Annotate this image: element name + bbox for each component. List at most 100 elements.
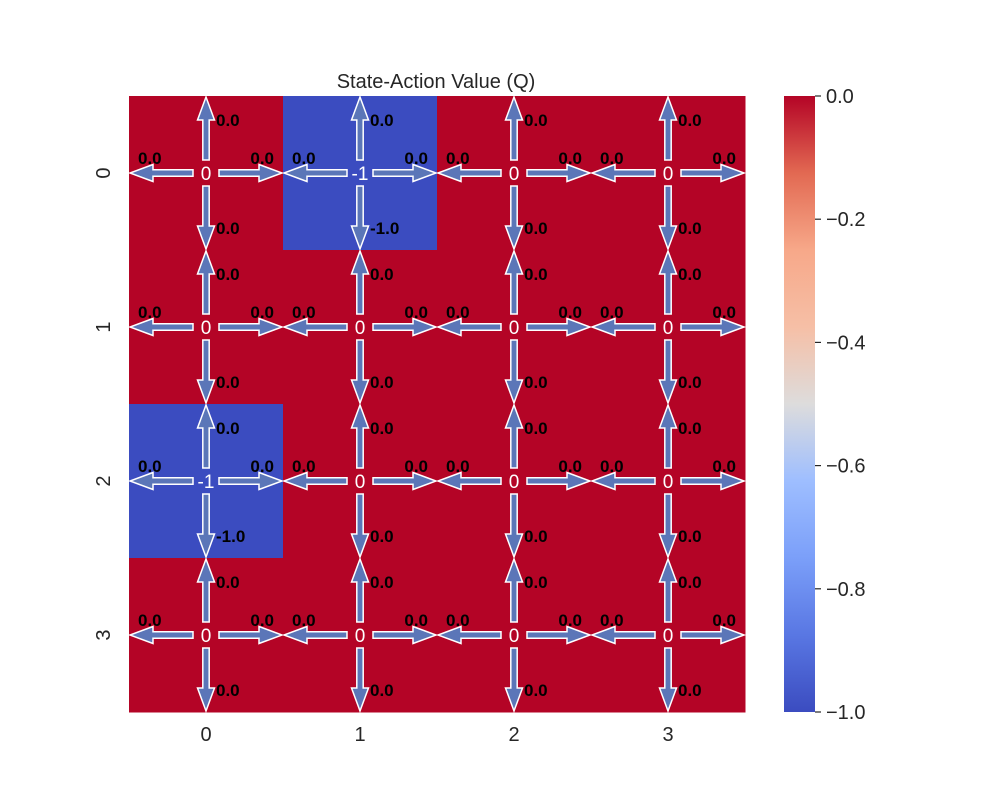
- q-label-down: 0.0: [370, 681, 394, 700]
- q-label-right: 0.0: [404, 457, 428, 476]
- cell-value-label: 0: [663, 626, 674, 647]
- arrow-left-icon: [435, 163, 502, 183]
- x-tick-label: 3: [662, 724, 673, 746]
- cell-value-label: 0: [509, 164, 520, 185]
- arrow-down-icon: [196, 493, 216, 560]
- q-label-right: 0.0: [404, 149, 428, 168]
- q-label-down: 0.0: [678, 527, 702, 546]
- cell-value-label: 0: [355, 318, 366, 339]
- q-label-right: 0.0: [250, 457, 274, 476]
- arrow-up-icon: [350, 248, 370, 315]
- cell-value-label: 0: [201, 626, 212, 647]
- q-label-left: 0.0: [292, 149, 316, 168]
- arrow-up-icon: [504, 248, 524, 315]
- arrow-right-icon: [218, 317, 285, 337]
- q-label-up: 0.0: [370, 573, 394, 592]
- q-label-left: 0.0: [600, 149, 624, 168]
- q-label-down: 0.0: [216, 373, 240, 392]
- q-label-left: 0.0: [600, 457, 624, 476]
- y-axis-ticks: 0 1 2 3: [93, 167, 115, 640]
- cell-value-label: 0: [509, 318, 520, 339]
- arrow-left-icon: [435, 625, 502, 645]
- arrow-right-icon: [372, 471, 439, 491]
- q-label-down: 0.0: [216, 681, 240, 700]
- q-label-right: 0.0: [712, 303, 736, 322]
- q-label-down: 0.0: [216, 219, 240, 238]
- q-label-left: 0.0: [292, 611, 316, 630]
- arrow-right-icon: [372, 163, 439, 183]
- arrow-right-icon: [218, 471, 285, 491]
- arrow-down-icon: [504, 647, 524, 714]
- q-label-left: 0.0: [600, 611, 624, 630]
- arrow-right-icon: [526, 163, 593, 183]
- q-label-up: 0.0: [216, 111, 240, 130]
- arrow-down-icon: [350, 647, 370, 714]
- arrow-up-icon: [658, 248, 678, 315]
- arrow-right-icon: [680, 471, 747, 491]
- arrow-down-icon: [658, 339, 678, 406]
- q-label-up: 0.0: [216, 573, 240, 592]
- colorbar: [784, 96, 815, 712]
- arrow-left-icon: [281, 625, 348, 645]
- chart-title: State-Action Value (Q): [337, 71, 536, 93]
- arrow-right-icon: [372, 625, 439, 645]
- arrow-left-icon: [589, 163, 656, 183]
- colorbar-ticks: 0.0 −0.2 −0.4 −0.6 −0.8 −1.0: [815, 86, 865, 724]
- arrow-left-icon: [589, 471, 656, 491]
- x-tick-label: 1: [354, 724, 365, 746]
- q-label-down: 0.0: [524, 527, 548, 546]
- cell-value-label: 0: [509, 626, 520, 647]
- q-label-right: 0.0: [250, 611, 274, 630]
- arrow-down-icon: [658, 647, 678, 714]
- arrow-right-icon: [218, 625, 285, 645]
- colorbar-tick-label: −0.4: [826, 332, 865, 354]
- q-label-right: 0.0: [558, 303, 582, 322]
- arrow-up-icon: [504, 94, 524, 161]
- q-label-up: 0.0: [216, 419, 240, 438]
- arrow-left-icon: [281, 317, 348, 337]
- q-label-left: 0.0: [446, 457, 470, 476]
- q-label-down: -1.0: [216, 527, 245, 546]
- action-arrows: [127, 94, 747, 714]
- arrow-down-icon: [196, 185, 216, 252]
- q-label-right: 0.0: [404, 303, 428, 322]
- q-label-left: 0.0: [138, 303, 162, 322]
- colorbar-tick-label: −0.8: [826, 579, 865, 601]
- q-label-left: 0.0: [446, 149, 470, 168]
- colorbar-tick-label: −0.2: [826, 209, 865, 231]
- cell-value-label: 0: [201, 318, 212, 339]
- arrow-left-icon: [127, 625, 194, 645]
- arrow-down-icon: [658, 185, 678, 252]
- arrow-down-icon: [196, 339, 216, 406]
- y-tick-label: 2: [93, 475, 115, 486]
- cell-value-label: 0: [355, 626, 366, 647]
- q-label-down: 0.0: [678, 219, 702, 238]
- arrow-left-icon: [435, 471, 502, 491]
- q-label-up: 0.0: [678, 111, 702, 130]
- cell-value-label: 0: [355, 472, 366, 493]
- arrow-up-icon: [196, 248, 216, 315]
- q-label-up: 0.0: [370, 111, 394, 130]
- arrow-right-icon: [526, 625, 593, 645]
- arrow-right-icon: [526, 317, 593, 337]
- q-label-up: 0.0: [524, 265, 548, 284]
- q-label-down: -1.0: [370, 219, 399, 238]
- arrow-left-icon: [589, 317, 656, 337]
- arrow-up-icon: [196, 402, 216, 469]
- q-label-up: 0.0: [524, 111, 548, 130]
- arrow-down-icon: [350, 339, 370, 406]
- q-label-down: 0.0: [678, 681, 702, 700]
- arrow-left-icon: [589, 625, 656, 645]
- arrow-up-icon: [350, 556, 370, 623]
- q-label-up: 0.0: [678, 419, 702, 438]
- q-label-left: 0.0: [600, 303, 624, 322]
- q-label-right: 0.0: [250, 149, 274, 168]
- arrow-up-icon: [350, 94, 370, 161]
- arrow-left-icon: [127, 471, 194, 491]
- arrow-left-icon: [435, 317, 502, 337]
- q-label-right: 0.0: [250, 303, 274, 322]
- q-label-up: 0.0: [216, 265, 240, 284]
- arrow-down-icon: [658, 493, 678, 560]
- q-label-left: 0.0: [446, 303, 470, 322]
